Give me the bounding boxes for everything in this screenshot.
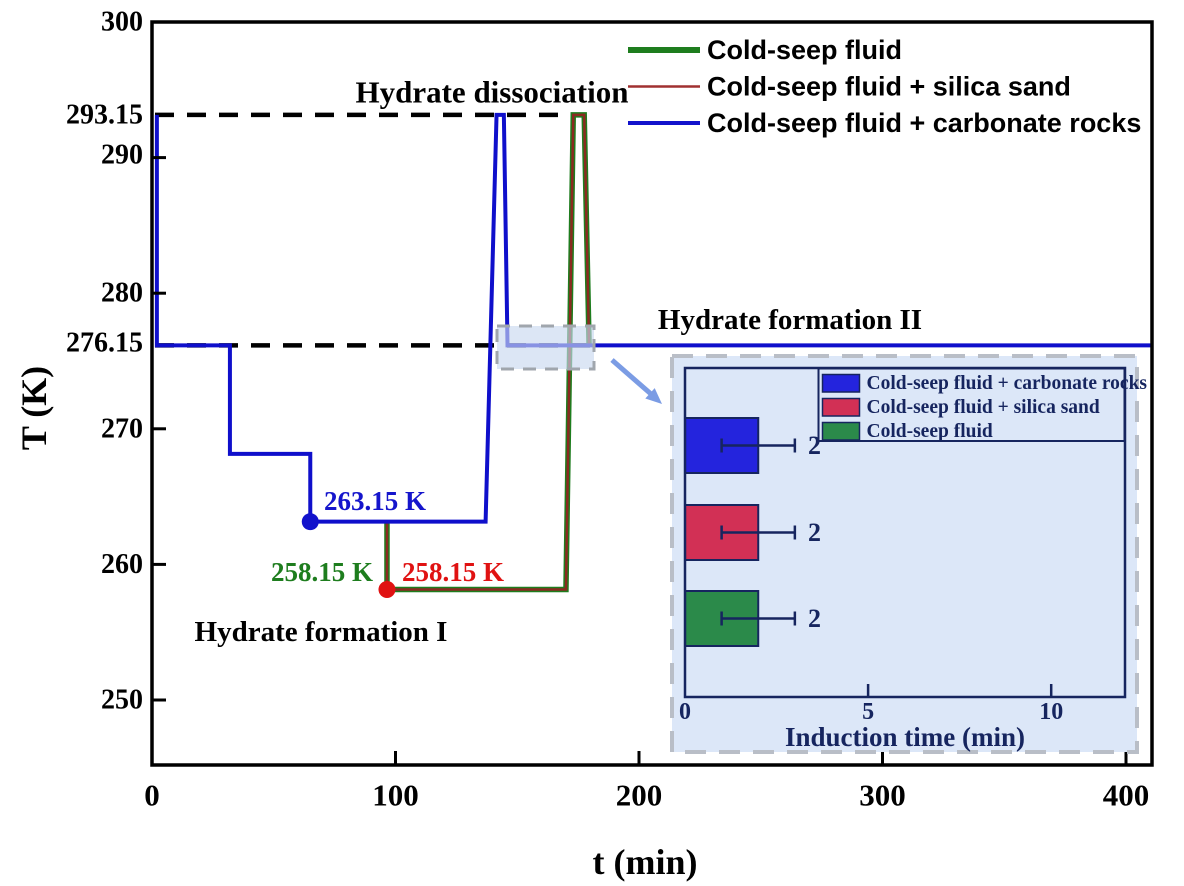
xtick-200: 200 <box>616 778 663 813</box>
inset-xtick-10: 10 <box>1039 699 1063 725</box>
axis-ticks <box>152 156 1128 765</box>
ytick-276-15: 276.15 <box>66 328 143 359</box>
inset-chart: 0 5 10 Induction time (min) 2 2 2 Cold-s… <box>670 354 1148 754</box>
legend-label-cold-seep-fluid: Cold-seep fluid <box>707 35 902 65</box>
inset-axis-ticks <box>866 684 1053 697</box>
annotation-temp-fluid: 258.15 K <box>271 557 373 587</box>
ytick-250: 250 <box>101 685 143 716</box>
annotation-temp-silica: 258.15 K <box>402 557 504 587</box>
inset-legend-label-silica: Cold-seep fluid + silica sand <box>867 397 1100 418</box>
annotation-hydrate-dissociation: Hydrate dissociation <box>356 75 629 110</box>
inset-errorbar-cold-seep-fluid <box>720 611 797 626</box>
main-legend: Cold-seep fluid Cold-seep fluid + silica… <box>628 35 1141 138</box>
ytick-300: 300 <box>101 7 143 38</box>
annotation-hydrate-formation-1: Hydrate formation I <box>195 616 448 648</box>
inset-legend: Cold-seep fluid + carbonate rocks Cold-s… <box>817 367 1148 442</box>
inset-value-label-silica: 2 <box>808 518 821 547</box>
xtick-100: 100 <box>372 778 419 813</box>
xtick-400: 400 <box>1103 778 1150 813</box>
xtick-0: 0 <box>144 778 160 813</box>
inset-legend-box <box>817 367 1126 442</box>
inset-legend-label-fluid: Cold-seep fluid <box>867 421 993 442</box>
ytick-270: 270 <box>101 413 143 444</box>
annotation-temp-carbonate: 263.15 K <box>324 486 426 516</box>
inset-legend-swatch-silica <box>821 397 861 417</box>
ytick-290: 290 <box>101 140 143 171</box>
xtick-300: 300 <box>859 778 906 813</box>
legend-label-carbonate-rocks: Cold-seep fluid + carbonate rocks <box>707 108 1141 138</box>
annotation-hydrate-formation-2: Hydrate formation II <box>658 304 922 336</box>
inset-bars-layer <box>684 417 797 647</box>
inset-errorbar-cold-seep-fluid-carbonate-rocks <box>720 438 797 453</box>
zoom-highlight-box <box>495 324 596 371</box>
inset-xtick-0: 0 <box>679 699 691 725</box>
inset-xtick-5: 5 <box>862 699 874 725</box>
ytick-260: 260 <box>101 549 143 580</box>
inset-legend-swatch-carbonate <box>821 373 861 393</box>
marker-cold-seep-fluid-silica-sand <box>378 580 396 598</box>
ytick-293-15: 293.15 <box>66 99 143 130</box>
inset-errorbar-cold-seep-fluid-silica-sand <box>720 525 797 540</box>
inset-legend-label-carbonate: Cold-seep fluid + carbonate rocks <box>867 373 1148 394</box>
inset-x-axis-title: Induction time (min) <box>785 722 1025 752</box>
x-axis-title: t (min) <box>593 842 698 882</box>
inset-legend-swatch-fluid <box>821 421 861 441</box>
legend-label-silica-sand: Cold-seep fluid + silica sand <box>707 72 1071 102</box>
inset-value-label-fluid: 2 <box>808 604 821 633</box>
ytick-280: 280 <box>101 278 143 309</box>
y-axis-title: T (K) <box>14 366 54 450</box>
marker-cold-seep-fluid-carbonate-rocks <box>301 513 319 531</box>
plot-frame <box>150 20 1154 767</box>
zoom-arrow-icon <box>610 358 662 404</box>
